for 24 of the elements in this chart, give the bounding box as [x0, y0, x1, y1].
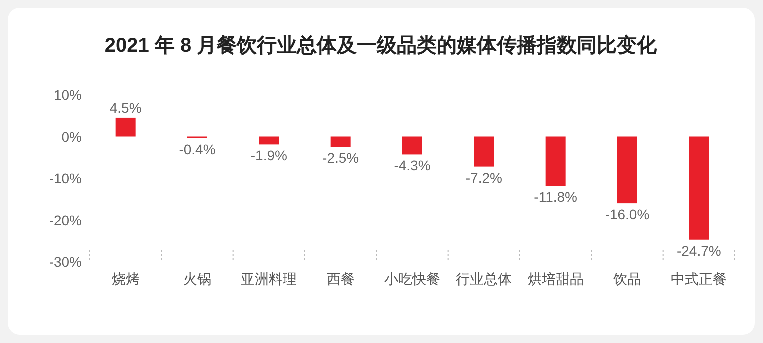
data-label: -16.0% — [605, 206, 650, 223]
data-label: -7.2% — [466, 170, 502, 186]
y-tick-label: 0% — [62, 128, 82, 145]
data-label: -24.7% — [676, 242, 722, 259]
y-tick-label: -20% — [49, 212, 82, 228]
x-tick-label: 小吃快餐 — [384, 271, 440, 287]
data-label: 4.5% — [110, 100, 142, 116]
data-label: -2.5% — [322, 150, 360, 166]
y-tick-label: -10% — [49, 170, 82, 186]
data-label: -1.9% — [250, 148, 288, 164]
chart-title: 2021 年 8 月餐饮行业总体及一级品类的媒体传播指数同比变化 — [104, 34, 658, 57]
data-label: -4.3% — [394, 158, 431, 174]
data-label: -0.4% — [179, 141, 216, 158]
x-tick-label: 烧烤 — [112, 271, 140, 287]
x-tick-label: 西餐 — [326, 271, 355, 287]
x-tick-label: 烘培甜品 — [528, 271, 584, 287]
data-label: -11.8% — [534, 189, 578, 206]
x-tick-label: 亚洲料理 — [241, 271, 298, 287]
x-tick-label: 中式正餐 — [671, 271, 728, 287]
x-tick-label: 火锅 — [184, 271, 212, 287]
x-tick-label: 行业总体 — [456, 271, 512, 287]
x-tick-label: 饮品 — [612, 271, 642, 287]
y-tick-label: 10% — [54, 87, 82, 103]
y-tick-label: -30% — [49, 254, 82, 270]
